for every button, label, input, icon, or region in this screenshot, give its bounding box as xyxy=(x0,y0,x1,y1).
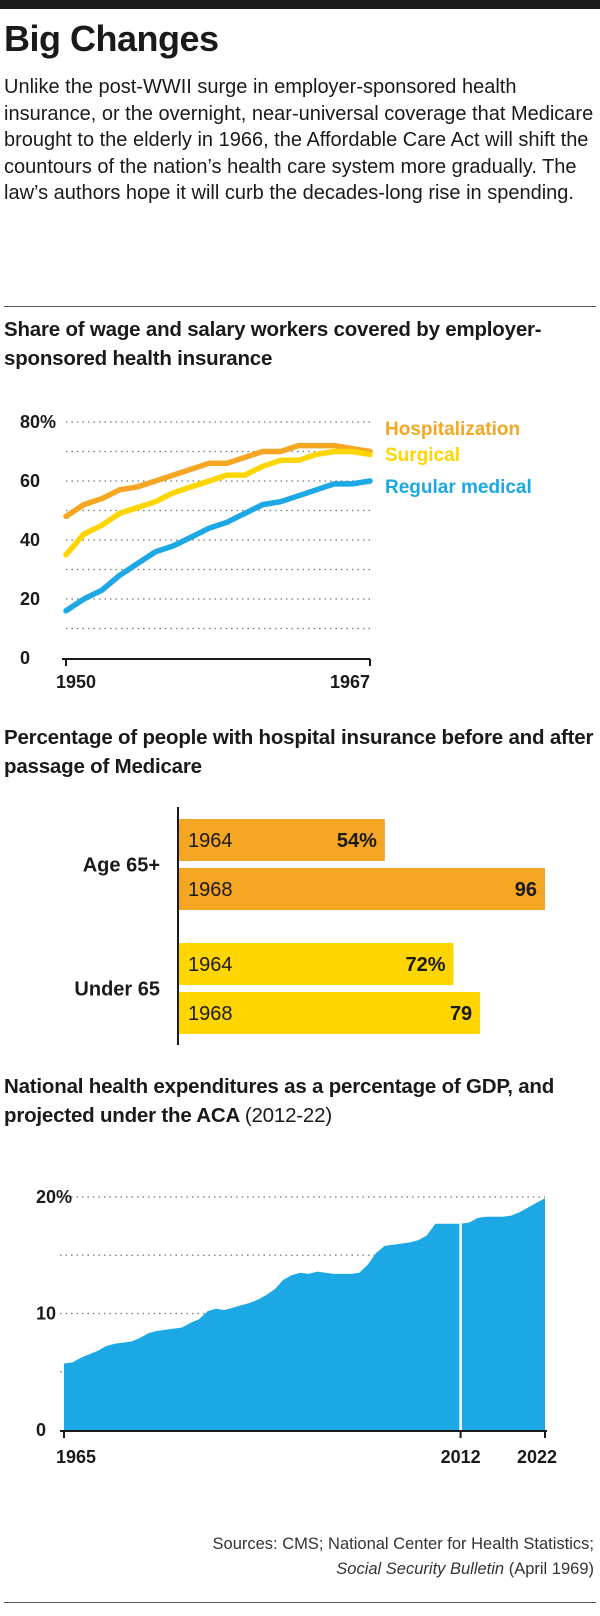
chart3-title-paren: (2012-22) xyxy=(244,1104,332,1127)
top-rule xyxy=(0,0,600,9)
bar-value-label: 96 xyxy=(515,879,537,901)
legend-entry: Surgical xyxy=(385,445,460,466)
chart2-bar-chart: Age 65+ 1964 54% 1968 96 Under 65 1964 72% 1968 7… xyxy=(74,807,545,1045)
bar-value-label: 72% xyxy=(405,954,445,976)
bar-value-label: 79 xyxy=(450,1003,472,1025)
chart1-title: Share of wage and salary workers covered… xyxy=(4,318,542,370)
bar-year-label: 1964 xyxy=(188,954,233,976)
x-tick-label: 1965 xyxy=(56,1447,96,1467)
legend-entry: Hospitalization xyxy=(385,419,520,440)
y-tick-label: 40 xyxy=(20,530,40,550)
y-tick-label: 0 xyxy=(36,1420,46,1440)
y-tick-label: 20 xyxy=(20,589,40,609)
y-tick-label: 10 xyxy=(36,1304,56,1324)
legend-entry: Regular medical xyxy=(385,477,532,498)
headline: Big Changes xyxy=(4,18,219,59)
chart1-line-chart: 80% 60 40 20 0 1950 1967 Hospitalization Surgica… xyxy=(20,412,532,692)
sources-note: Sources: CMS; National Center for Health… xyxy=(34,1532,594,1582)
y-tick-label: 60 xyxy=(20,471,40,491)
chart3-title-text: National health expenditures as a percen… xyxy=(4,1075,555,1127)
intro-paragraph: Unlike the post-WWII surge in employer-s… xyxy=(4,76,594,204)
series-line-surgical xyxy=(63,448,373,558)
bar xyxy=(179,943,454,985)
sources-line1: Sources: CMS; National Center for Health… xyxy=(212,1535,594,1553)
series-line-regular-medical xyxy=(63,478,373,614)
sources-italic: Social Security Bulletin xyxy=(336,1560,505,1578)
chart3-area-chart: 20% 10 0 1965 2012 2022 xyxy=(36,1187,557,1467)
y-tick-label: 0 xyxy=(20,648,30,668)
section-divider xyxy=(4,306,596,307)
bar xyxy=(179,992,481,1034)
bar-year-label: 1968 xyxy=(188,879,233,901)
y-tick-label: 20% xyxy=(36,1187,72,1207)
bar-year-label: 1964 xyxy=(188,830,233,852)
bar-value-label: 54% xyxy=(337,830,377,852)
chart3-title: National health expenditures as a percen… xyxy=(4,1072,594,1130)
area-series xyxy=(64,1198,545,1430)
chart2-title: Percentage of people with hospital insur… xyxy=(4,726,594,778)
bar-year-label: 1968 xyxy=(188,1003,233,1025)
bar xyxy=(179,868,545,910)
bar xyxy=(179,819,385,861)
bottom-rule xyxy=(4,1602,596,1603)
x-tick-label: 2012 xyxy=(441,1447,481,1467)
category-label: Age 65+ xyxy=(83,855,160,877)
series-line-hospitalization xyxy=(63,442,373,520)
x-tick-label: 1950 xyxy=(56,672,96,692)
category-label: Under 65 xyxy=(74,979,160,1001)
x-tick-label: 1967 xyxy=(330,672,370,692)
sources-tail: (April 1969) xyxy=(508,1560,594,1578)
x-tick-label: 2022 xyxy=(517,1447,557,1467)
y-tick-label: 80% xyxy=(20,412,56,432)
